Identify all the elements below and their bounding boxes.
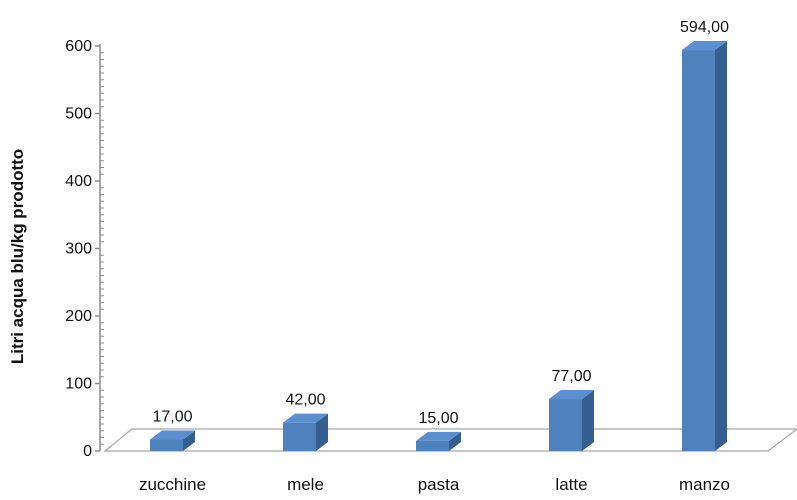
bar-top-face	[416, 431, 461, 441]
bar-front-face	[283, 422, 316, 451]
bar-top-face	[283, 413, 328, 423]
bar-front-face	[416, 440, 449, 451]
bar-mele	[283, 413, 328, 451]
bar-top-face	[150, 430, 195, 440]
label-layer: 0 100 200 300 400 500 600 17,00 zucchine 42,00 mel…	[65, 19, 730, 494]
x-category-label: manzo	[679, 475, 730, 494]
data-label: 42,00	[285, 392, 325, 409]
bar-latte	[549, 390, 594, 451]
data-label: 15,00	[418, 410, 458, 427]
y-tick-label: 400	[65, 173, 92, 190]
bar-series	[150, 41, 727, 452]
x-category-label: latte	[555, 475, 587, 494]
data-label: 77,00	[551, 368, 591, 385]
bar-side-face	[316, 413, 328, 451]
x-category-label: pasta	[418, 475, 460, 494]
data-label: 17,00	[152, 409, 192, 426]
bar-side-face	[183, 430, 195, 451]
bar-top-face	[549, 390, 594, 400]
bar-pasta	[416, 431, 461, 451]
bar-front-face	[682, 50, 715, 452]
bar-top-face	[682, 41, 727, 51]
bar-front-face	[549, 399, 582, 451]
bar-front-face	[150, 439, 183, 451]
bar-side-face	[449, 431, 461, 451]
y-tick-label: 200	[65, 308, 92, 325]
y-tick-label: 600	[65, 38, 92, 55]
bar-side-face	[715, 41, 727, 452]
bar-zucchine	[150, 430, 195, 451]
x-category-label: mele	[287, 475, 324, 494]
y-tick-label: 500	[65, 106, 92, 123]
y-axis-title: Litri acqua blu/kg prodotto	[8, 149, 27, 364]
bar-side-face	[582, 390, 594, 451]
x-category-label: zucchine	[139, 475, 206, 494]
bar-manzo	[682, 41, 727, 452]
y-axis	[95, 44, 104, 452]
y-tick-label: 0	[83, 443, 92, 460]
y-tick-label: 100	[65, 376, 92, 393]
data-label: 594,00	[680, 19, 729, 36]
y-tick-label: 300	[65, 241, 92, 258]
